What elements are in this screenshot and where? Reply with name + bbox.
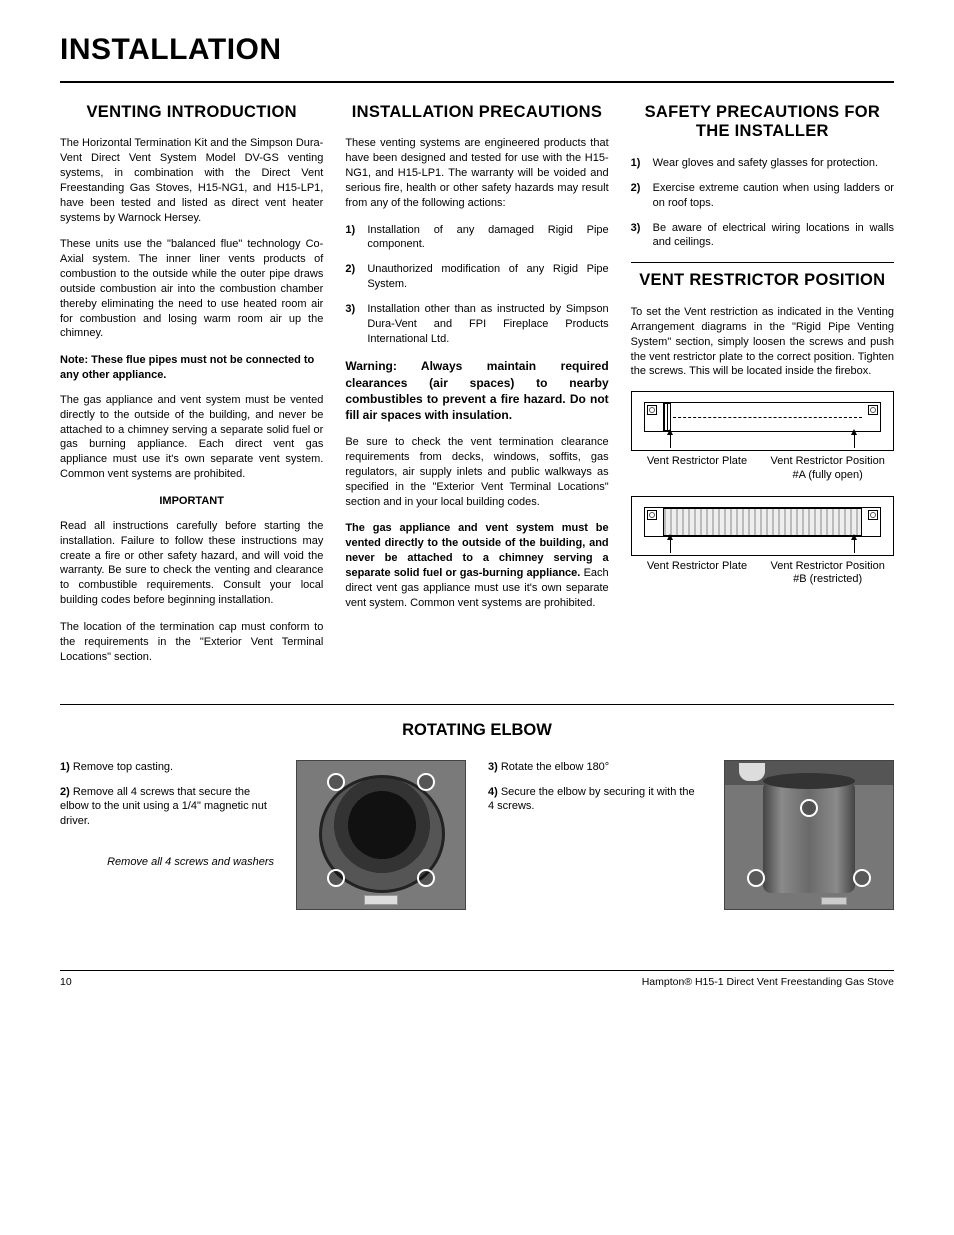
page-number: 10 bbox=[60, 975, 72, 989]
heading-rotating-elbow: ROTATING ELBOW bbox=[60, 719, 894, 741]
list-text: Installation of any damaged Rigid Pipe c… bbox=[367, 223, 608, 253]
col-safety-restrictor: SAFETY PRECAUTIONS FOR THE INSTALLER 1)W… bbox=[631, 103, 894, 677]
diagram-position-b bbox=[631, 496, 894, 556]
step-text: Rotate the elbow 180° bbox=[498, 761, 609, 773]
diagram-position-a bbox=[631, 391, 894, 451]
warning-bold: Warning: Always maintain required cleara… bbox=[345, 358, 608, 423]
rule-top bbox=[60, 81, 894, 83]
elbow-image-2 bbox=[724, 760, 894, 910]
elbow-steps-right: 3) Rotate the elbow 180° 4) Secure the e… bbox=[488, 760, 702, 825]
footer-product: Hampton® H15-1 Direct Vent Freestanding … bbox=[642, 975, 894, 989]
note-bold: Note: These flue pipes must not be conne… bbox=[60, 353, 323, 383]
step-text: Remove all 4 screws that secure the elbo… bbox=[60, 786, 267, 828]
step: 3) Rotate the elbow 180° bbox=[488, 760, 702, 775]
para-bold-run: The gas appliance and vent system must b… bbox=[345, 522, 608, 579]
label-plate: Vent Restrictor Plate bbox=[637, 455, 758, 481]
step-num: 3) bbox=[488, 761, 498, 773]
list-item: 3)Be aware of electrical wiring location… bbox=[631, 221, 894, 251]
label-position-b: Vent Restrictor Position #B (restricted) bbox=[767, 560, 888, 586]
step-num: 1) bbox=[60, 761, 70, 773]
para: Read all instructions carefully before s… bbox=[60, 519, 323, 608]
important-label: IMPORTANT bbox=[60, 494, 323, 509]
step: 4) Secure the elbow by securing it with … bbox=[488, 785, 702, 815]
elbow-steps-left: 1) Remove top casting. 2) Remove all 4 s… bbox=[60, 760, 274, 880]
para: The gas appliance and vent system must b… bbox=[60, 393, 323, 482]
list-text: Wear gloves and safety glasses for prote… bbox=[653, 156, 894, 171]
rule-mid bbox=[60, 704, 894, 705]
main-columns: VENTING INTRODUCTION The Horizontal Term… bbox=[60, 103, 894, 677]
elbow-image-1 bbox=[296, 760, 466, 910]
list-text: Unauthorized modification of any Rigid P… bbox=[367, 262, 608, 292]
list-item: 1)Installation of any damaged Rigid Pipe… bbox=[345, 223, 608, 253]
rotating-elbow-row: 1) Remove top casting. 2) Remove all 4 s… bbox=[60, 760, 894, 910]
para: The gas appliance and vent system must b… bbox=[345, 521, 608, 610]
step: 2) Remove all 4 screws that secure the e… bbox=[60, 785, 274, 830]
para: These units use the "balanced flue" tech… bbox=[60, 237, 323, 341]
heading-venting: VENTING INTRODUCTION bbox=[60, 103, 323, 123]
diagram-a-labels: Vent Restrictor Plate Vent Restrictor Po… bbox=[631, 455, 894, 481]
para: The location of the termination cap must… bbox=[60, 620, 323, 665]
para: Be sure to check the vent termination cl… bbox=[345, 435, 608, 509]
col-venting-intro: VENTING INTRODUCTION The Horizontal Term… bbox=[60, 103, 323, 677]
col-install-precautions: INSTALLATION PRECAUTIONS These venting s… bbox=[345, 103, 608, 677]
list-text: Exercise extreme caution when using ladd… bbox=[653, 181, 894, 211]
precautions-list: 1)Installation of any damaged Rigid Pipe… bbox=[345, 223, 608, 347]
step: 1) Remove top casting. bbox=[60, 760, 274, 775]
page-title: INSTALLATION bbox=[60, 30, 894, 71]
step-text: Remove top casting. bbox=[70, 761, 173, 773]
para: The Horizontal Termination Kit and the S… bbox=[60, 136, 323, 225]
list-item: 2)Unauthorized modification of any Rigid… bbox=[345, 262, 608, 292]
heading-restrictor: VENT RESTRICTOR POSITION bbox=[631, 271, 894, 291]
list-item: 3)Installation other than as instructed … bbox=[345, 302, 608, 347]
list-item: 1)Wear gloves and safety glasses for pro… bbox=[631, 156, 894, 171]
label-position-a: Vent Restrictor Position #A (fully open) bbox=[767, 455, 888, 481]
para: To set the Vent restriction as indicated… bbox=[631, 305, 894, 379]
step-num: 4) bbox=[488, 786, 498, 798]
para: These venting systems are engineered pro… bbox=[345, 136, 608, 210]
heading-safety: SAFETY PRECAUTIONS FOR THE INSTALLER bbox=[631, 103, 894, 143]
heading-precautions: INSTALLATION PRECAUTIONS bbox=[345, 103, 608, 123]
list-item: 2)Exercise extreme caution when using la… bbox=[631, 181, 894, 211]
list-text: Be aware of electrical wiring locations … bbox=[653, 221, 894, 251]
footer: 10 Hampton® H15-1 Direct Vent Freestandi… bbox=[60, 971, 894, 989]
label-plate: Vent Restrictor Plate bbox=[637, 560, 758, 586]
safety-list: 1)Wear gloves and safety glasses for pro… bbox=[631, 156, 894, 250]
restrictor-diagrams: Vent Restrictor Plate Vent Restrictor Po… bbox=[631, 391, 894, 586]
list-text: Installation other than as instructed by… bbox=[367, 302, 608, 347]
step-num: 2) bbox=[60, 786, 70, 798]
step-text: Secure the elbow by securing it with the… bbox=[488, 786, 695, 813]
diagram-b-labels: Vent Restrictor Plate Vent Restrictor Po… bbox=[631, 560, 894, 586]
rule-sub bbox=[631, 262, 894, 263]
caption-italic: Remove all 4 screws and washers bbox=[60, 855, 274, 870]
